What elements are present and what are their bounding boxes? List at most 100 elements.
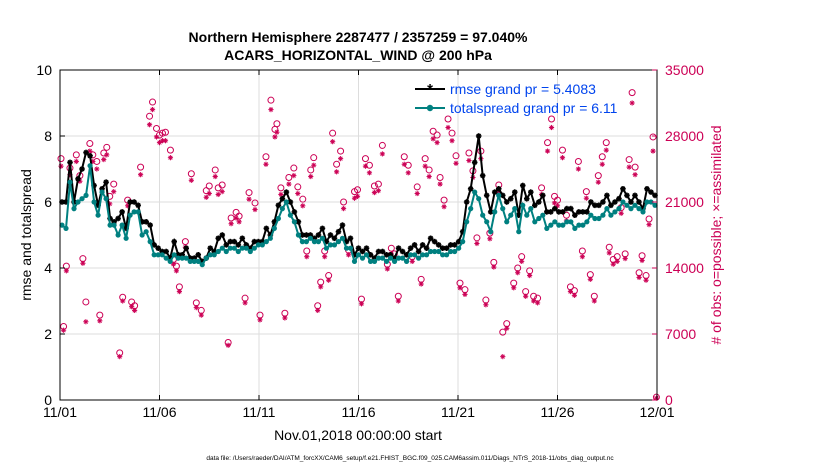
- totalspread-point: [472, 189, 478, 195]
- rmse-point: [151, 242, 157, 248]
- obs-possible-point: [241, 294, 249, 302]
- obs-assimilated-point: [606, 250, 612, 256]
- obs-possible-point: [251, 199, 259, 207]
- obs-assimilated-point: [583, 195, 589, 201]
- rmse-point: [263, 225, 270, 232]
- y-right-tick-label: 21000: [665, 194, 704, 210]
- totalspread-point: [127, 212, 133, 218]
- obs-assimilated-point: [384, 266, 390, 272]
- rmse-point: [568, 205, 574, 212]
- rmse-point: [467, 186, 474, 192]
- obs-assimilated-point: [511, 285, 517, 291]
- totalspread-point: [155, 252, 161, 258]
- rmse-point: [447, 242, 454, 248]
- obs-assimilated-point: [83, 319, 89, 325]
- obs-assimilated-point: [137, 172, 144, 178]
- obs-assimilated-point: [358, 301, 365, 307]
- obs-possible-point: [638, 252, 646, 260]
- rmse-point: [183, 245, 190, 251]
- obs-possible-point: [562, 211, 570, 219]
- rmse-point: [644, 186, 650, 192]
- obs-assimilated-point: [304, 254, 310, 260]
- totalspread-point: [103, 196, 109, 202]
- rmse-point: [608, 202, 614, 209]
- obs-possible-point: [574, 157, 582, 165]
- totalspread-point: [524, 212, 530, 218]
- totalspread-point: [95, 212, 101, 218]
- obs-possible-point: [273, 120, 281, 128]
- totalspread-point: [271, 225, 277, 231]
- obs-possible-point: [425, 166, 433, 174]
- rmse-point: [584, 209, 590, 215]
- obs-possible-point: [277, 184, 285, 192]
- obs-assimilated-point: [311, 162, 317, 168]
- totalspread-point: [407, 252, 414, 258]
- totalspread-point: [556, 222, 562, 228]
- rmse-point: [275, 202, 282, 209]
- obs-assimilated-point: [153, 134, 160, 140]
- totalspread-point: [580, 222, 586, 228]
- obs-assimilated-point: [330, 139, 336, 145]
- totalspread-point: [275, 215, 281, 222]
- totalspread-point: [279, 206, 285, 212]
- totalspread-point: [355, 252, 362, 258]
- totalspread-point: [576, 222, 582, 228]
- rmse-point: [511, 189, 518, 195]
- obs-possible-point: [281, 309, 289, 317]
- obs-possible-point: [146, 112, 154, 120]
- obs-assimilated-point: [334, 169, 340, 175]
- rmse-point: [572, 212, 578, 218]
- totalspread-point: [468, 206, 474, 212]
- obs-assimilated-point: [430, 136, 436, 142]
- obs-possible-point: [482, 296, 490, 304]
- obs-assimilated-point: [610, 261, 616, 267]
- obs-assimilated-point: [176, 288, 182, 295]
- obs-assimilated-point: [206, 190, 212, 197]
- totalspread-point: [371, 258, 378, 264]
- totalspread-point: [391, 258, 398, 264]
- x-tick-label: 11/21: [441, 404, 475, 420]
- legend-rmse-label: rmse grand pr = 5.4083: [450, 81, 596, 97]
- obs-possible-point: [365, 161, 373, 169]
- obs-assimilated-point: [322, 254, 328, 260]
- obs-possible-point: [310, 154, 318, 162]
- obs-assimilated-point: [268, 107, 274, 113]
- totalspread-point: [139, 232, 145, 238]
- obs-assimilated-point: [212, 173, 218, 180]
- obs-assimilated-point: [535, 300, 541, 306]
- obs-possible-point: [503, 320, 511, 328]
- obs-possible-point: [440, 196, 448, 204]
- totalspread-point: [303, 239, 310, 245]
- totalspread-point: [395, 255, 402, 261]
- obs-possible-point: [394, 292, 402, 300]
- totalspread-point: [59, 222, 65, 228]
- obs-assimilated-point: [337, 156, 344, 162]
- obs-assimilated-point: [426, 173, 432, 180]
- rmse-point: [319, 225, 326, 232]
- totalspread-point: [63, 225, 69, 231]
- obs-assimilated-point: [366, 170, 373, 176]
- obs-possible-point: [314, 302, 322, 310]
- obs-assimilated-point: [474, 240, 480, 247]
- obs-possible-point: [404, 161, 412, 169]
- totalspread-point: [179, 255, 185, 261]
- obs-assimilated-point: [531, 298, 537, 304]
- totalspread-point: [111, 222, 117, 228]
- totalspread-point: [243, 245, 249, 251]
- obs-assimilated-point: [215, 191, 221, 198]
- totalspread-point: [572, 225, 578, 231]
- rmse-point: [475, 133, 482, 139]
- rmse-point: [451, 242, 458, 248]
- totalspread-point: [163, 255, 169, 261]
- rmse-point: [435, 242, 442, 248]
- totalspread-point: [379, 255, 386, 261]
- obs-possible-point: [361, 155, 369, 163]
- obs-possible-point: [166, 146, 174, 154]
- totalspread-point: [652, 202, 658, 208]
- totalspread-point: [347, 245, 354, 251]
- obs-possible-point: [621, 250, 629, 258]
- totalspread-point: [448, 248, 454, 255]
- rmse-point: [531, 202, 538, 209]
- obs-assimilated-point: [414, 190, 420, 197]
- obs-possible-point: [625, 156, 633, 164]
